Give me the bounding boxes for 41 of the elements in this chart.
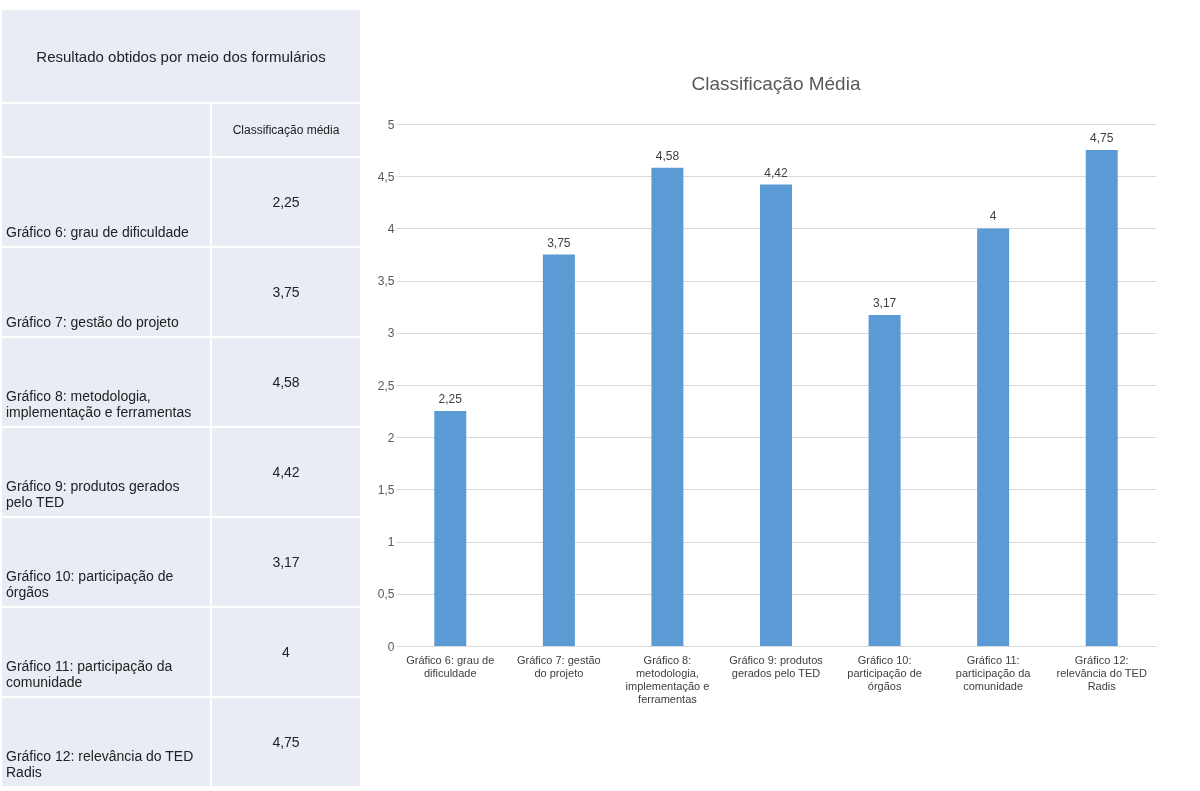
y-tick-label: 0 [387,639,395,654]
x-tick-label: Gráfico 6: grau de dificuldade [406,653,495,679]
text: 4,42 [272,464,300,480]
category-label: Gráfico 12: relevância do TED Radis [6,748,194,780]
y-tick-label: 2 [387,430,395,445]
text: 3,17 [272,554,300,570]
data-label: 4,75 [1090,131,1114,146]
x-tick-label: Gráfico 8: metodologia, implementação e ferramentas [625,653,710,705]
text: 4 [282,644,290,660]
data-label: 3,17 [872,296,897,311]
data-label: 3,75 [547,235,571,250]
y-tick-label: 2,5 [377,378,395,393]
data-label: 4,58 [655,148,680,163]
category-label: Gráfico 10: participação de órgãos [6,568,174,600]
y-tick-label: 1 [387,535,395,550]
category-label: Gráfico 8: metodologia, implementação e ferramentas [6,388,192,420]
y-tick-label: 5 [387,117,395,132]
y-tick-label: 3 [387,326,395,341]
text: 4,75 [272,734,300,750]
x-tick-label: Gráfico 10: participação de órgãos [847,653,922,692]
y-tick-label: 4 [387,221,395,236]
chart-title: Classificação Média [691,73,861,94]
text: 3,75 [272,284,300,300]
x-tick-label: Gráfico 11: participação da comunidade [955,653,1032,692]
data-label: 4 [989,209,997,224]
text: Classificação média [211,103,361,157]
text: Resultado obtidos por meio dos formulários [1,9,361,103]
x-tick-label: Gráfico 9: produtos gerados pelo TED [729,653,824,679]
x-tick-label: Gráfico 7: gestão do projeto [516,653,601,679]
y-tick-label: 1,5 [377,482,395,497]
data-label: 4,42 [764,165,788,180]
y-tick-label: 3,5 [377,274,395,289]
category-label: Gráfico 7: gestão do projeto [6,314,179,330]
data-label: 2,25 [438,392,463,407]
text: 4,58 [272,374,300,390]
y-tick-label: 4,5 [377,169,395,184]
text: 2,25 [272,194,300,210]
category-label: Gráfico 9: produtos gerados pelo TED [6,478,180,510]
y-tick-label: 0,5 [377,587,395,602]
category-label: Gráfico 6: grau de dificuldade [6,224,189,240]
x-tick-label: Gráfico 12: relevância do TED Radis [1056,653,1147,692]
